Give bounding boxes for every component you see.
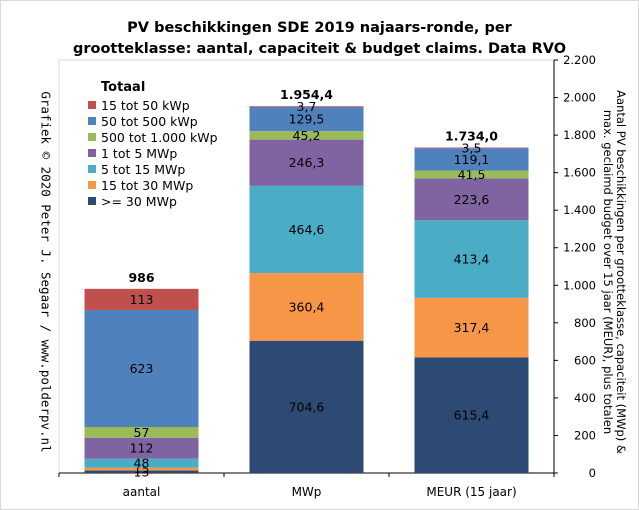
y-tick-label: 1.400 bbox=[563, 203, 596, 217]
y-tick-label: 1.600 bbox=[563, 166, 596, 180]
legend-item: 15 tot 30 MWp bbox=[88, 177, 218, 193]
y-tick-label: 1.200 bbox=[563, 241, 596, 255]
total-label: 1.734,0 bbox=[445, 128, 498, 143]
data-label: 317,4 bbox=[454, 320, 490, 335]
legend-swatch bbox=[88, 165, 96, 173]
y-tick-label: 0 bbox=[589, 466, 596, 480]
y-axis-title-line-2: max. geclaimd budget over 15 jaar (MEUR)… bbox=[601, 109, 615, 435]
legend-swatch bbox=[88, 133, 96, 141]
y-tick-label: 800 bbox=[574, 316, 596, 330]
bar-segment bbox=[249, 106, 364, 132]
legend-swatch bbox=[88, 197, 96, 205]
bar-segment bbox=[249, 139, 364, 186]
legend-items: 15 tot 50 kWp 50 tot 500 kWp 500 tot 1.000… bbox=[88, 97, 218, 209]
bar-segment bbox=[84, 458, 199, 468]
bar-segment bbox=[249, 106, 364, 107]
bar-segment bbox=[414, 148, 529, 171]
legend: Totaal 15 tot 50 kWp 50 tot 500 kWp 500 to… bbox=[88, 80, 218, 209]
legend-label: 15 tot 30 MWp bbox=[101, 177, 194, 193]
legend-item: 15 tot 50 kWp bbox=[88, 97, 218, 113]
y-tick-label: 1.800 bbox=[563, 128, 596, 142]
chart-title-line-1: PV beschikkingen SDE 2019 najaars-ronde,… bbox=[127, 20, 512, 36]
data-label: 48 bbox=[134, 456, 150, 471]
legend-label: 15 tot 50 kWp bbox=[101, 97, 190, 113]
bar-segment bbox=[414, 297, 529, 358]
bar-segment bbox=[84, 310, 199, 428]
data-label: 112 bbox=[130, 441, 154, 456]
bar-segment bbox=[414, 178, 529, 221]
legend-title: Totaal bbox=[101, 80, 146, 95]
bar-segment bbox=[84, 427, 199, 438]
data-label: 413,4 bbox=[454, 252, 490, 267]
data-label: 57 bbox=[134, 425, 150, 440]
y-axis-title-text: Aantal PV beschikkingen per grootteklass… bbox=[601, 90, 628, 454]
data-label: 623 bbox=[130, 361, 154, 376]
data-label: 464,6 bbox=[289, 222, 325, 237]
bar-segment bbox=[414, 147, 529, 149]
bar-segment bbox=[414, 357, 529, 473]
chart-title: PV beschikkingen SDE 2019 najaars-ronde,… bbox=[0, 18, 639, 60]
y-tick-label: 2.200 bbox=[563, 53, 596, 67]
total-label: 1.954,4 bbox=[280, 87, 333, 102]
bar-segment bbox=[84, 470, 199, 473]
bar-segment bbox=[249, 185, 364, 274]
data-label: 3,5 bbox=[462, 140, 482, 155]
bar-segment bbox=[249, 131, 364, 140]
data-label: 129,5 bbox=[289, 111, 325, 126]
bar-segment bbox=[414, 220, 529, 298]
bar-segment bbox=[249, 273, 364, 341]
y-tick-label: 1.000 bbox=[563, 278, 596, 292]
legend-swatch bbox=[88, 181, 96, 189]
x-tick-label: MEUR (15 jaar) bbox=[426, 485, 516, 499]
data-label: 41,5 bbox=[458, 167, 486, 182]
legend-swatch bbox=[88, 117, 96, 125]
data-label: 360,4 bbox=[289, 299, 325, 314]
credit-label: Grafiek © 2020 Peter J. Segaar / www.pol… bbox=[38, 91, 54, 453]
bar-segment bbox=[249, 340, 364, 473]
legend-label: 1 tot 5 MWp bbox=[101, 145, 178, 161]
bar-segment bbox=[414, 170, 529, 179]
data-label: 45,2 bbox=[293, 128, 321, 143]
y-tick-label: 600 bbox=[574, 353, 596, 367]
data-label: 113 bbox=[130, 292, 154, 307]
legend-swatch bbox=[88, 101, 96, 109]
y-axis-title-line-1: Aantal PV beschikkingen per grootteklass… bbox=[614, 90, 628, 454]
legend-item: 500 tot 1.000 kWp bbox=[88, 129, 218, 145]
legend-label: 500 tot 1.000 kWp bbox=[101, 129, 218, 145]
legend-swatch bbox=[88, 149, 96, 157]
x-tick-label: MWp bbox=[292, 485, 322, 499]
data-label: 246,3 bbox=[289, 155, 325, 170]
total-label: 986 bbox=[128, 270, 154, 285]
legend-item: 5 tot 15 MWp bbox=[88, 161, 218, 177]
y-tick-label: 2.000 bbox=[563, 91, 596, 105]
legend-label: >= 30 MWp bbox=[101, 193, 177, 209]
data-label: 119,1 bbox=[454, 152, 490, 167]
legend-label: 5 tot 15 MWp bbox=[101, 161, 186, 177]
data-label: 223,6 bbox=[454, 192, 490, 207]
bar-segment bbox=[84, 288, 199, 311]
bar-segment bbox=[84, 437, 199, 459]
data-label: 704,6 bbox=[289, 399, 325, 414]
legend-item: 1 tot 5 MWp bbox=[88, 145, 218, 161]
legend-label: 50 tot 500 kWp bbox=[101, 113, 198, 129]
data-label: 615,4 bbox=[454, 408, 490, 423]
chart-title-line-2: grootteklasse: aantal, capaciteit & budg… bbox=[72, 41, 567, 57]
legend-item: >= 30 MWp bbox=[88, 193, 218, 209]
bar-segment bbox=[84, 467, 199, 471]
y-tick-label: 400 bbox=[574, 391, 596, 405]
x-tick-label: aantal bbox=[123, 485, 161, 499]
data-label: 3,7 bbox=[297, 99, 317, 114]
y-tick-label: 200 bbox=[574, 428, 596, 442]
legend-item: 50 tot 500 kWp bbox=[88, 113, 218, 129]
